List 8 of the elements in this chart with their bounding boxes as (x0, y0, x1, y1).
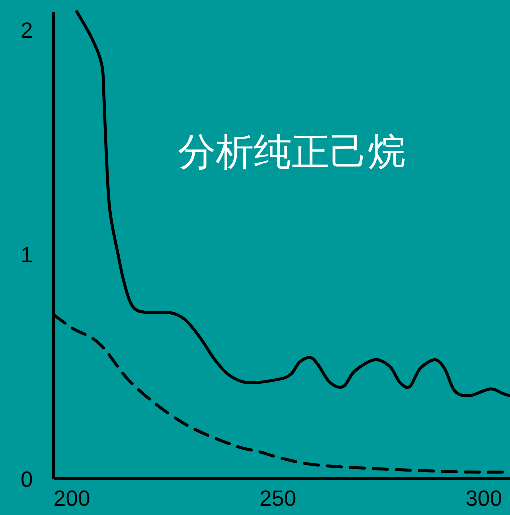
x-tick-label: 300 (466, 486, 502, 511)
y-tick-label: 0 (20, 467, 34, 492)
x-tick-label: 200 (54, 486, 90, 511)
y-tick-label: 1 (20, 242, 34, 268)
x-tick-label: 250 (260, 486, 296, 511)
y-tick-label: 2 (20, 18, 34, 43)
text: 分析纯正己烷 (178, 132, 406, 174)
line-series (76, 10, 510, 398)
